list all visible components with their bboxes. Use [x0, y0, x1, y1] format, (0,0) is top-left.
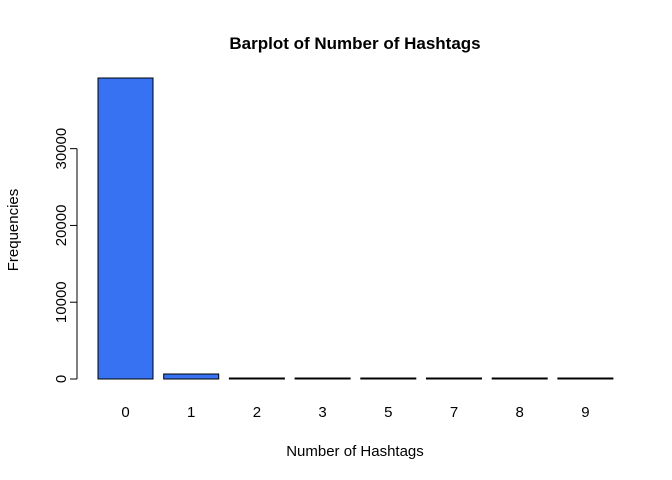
- y-tick-label-20000: 20000: [53, 205, 70, 247]
- bar-9: [557, 377, 614, 380]
- y-axis-label: Frequencies: [5, 189, 22, 272]
- y-axis: 0 10000 20000 30000: [53, 128, 78, 383]
- x-tick-label-3: 3: [318, 404, 326, 421]
- y-tick-label-0: 0: [53, 375, 70, 383]
- x-tick-label-2: 2: [253, 404, 261, 421]
- bar-5: [360, 377, 417, 380]
- x-axis-tick-labels: 0 1 2 3 5 7 8 9: [121, 404, 589, 421]
- y-tick-label-30000: 30000: [53, 128, 70, 170]
- y-tick-label-10000: 10000: [53, 281, 70, 323]
- x-tick-label-7: 7: [450, 404, 458, 421]
- x-tick-label-1: 1: [187, 404, 195, 421]
- bar-7: [426, 377, 482, 380]
- bar-8: [491, 377, 548, 380]
- x-tick-label-8: 8: [516, 404, 524, 421]
- bar-3: [294, 377, 351, 380]
- chart-title: Barplot of Number of Hashtags: [229, 34, 480, 53]
- bar-0: [97, 77, 154, 380]
- x-tick-label-0: 0: [121, 404, 129, 421]
- bars-group: [97, 77, 614, 380]
- x-tick-label-5: 5: [384, 404, 392, 421]
- bar-2: [228, 377, 285, 380]
- x-axis-label: Number of Hashtags: [286, 443, 424, 460]
- bar-1: [163, 373, 220, 380]
- x-tick-label-9: 9: [581, 404, 589, 421]
